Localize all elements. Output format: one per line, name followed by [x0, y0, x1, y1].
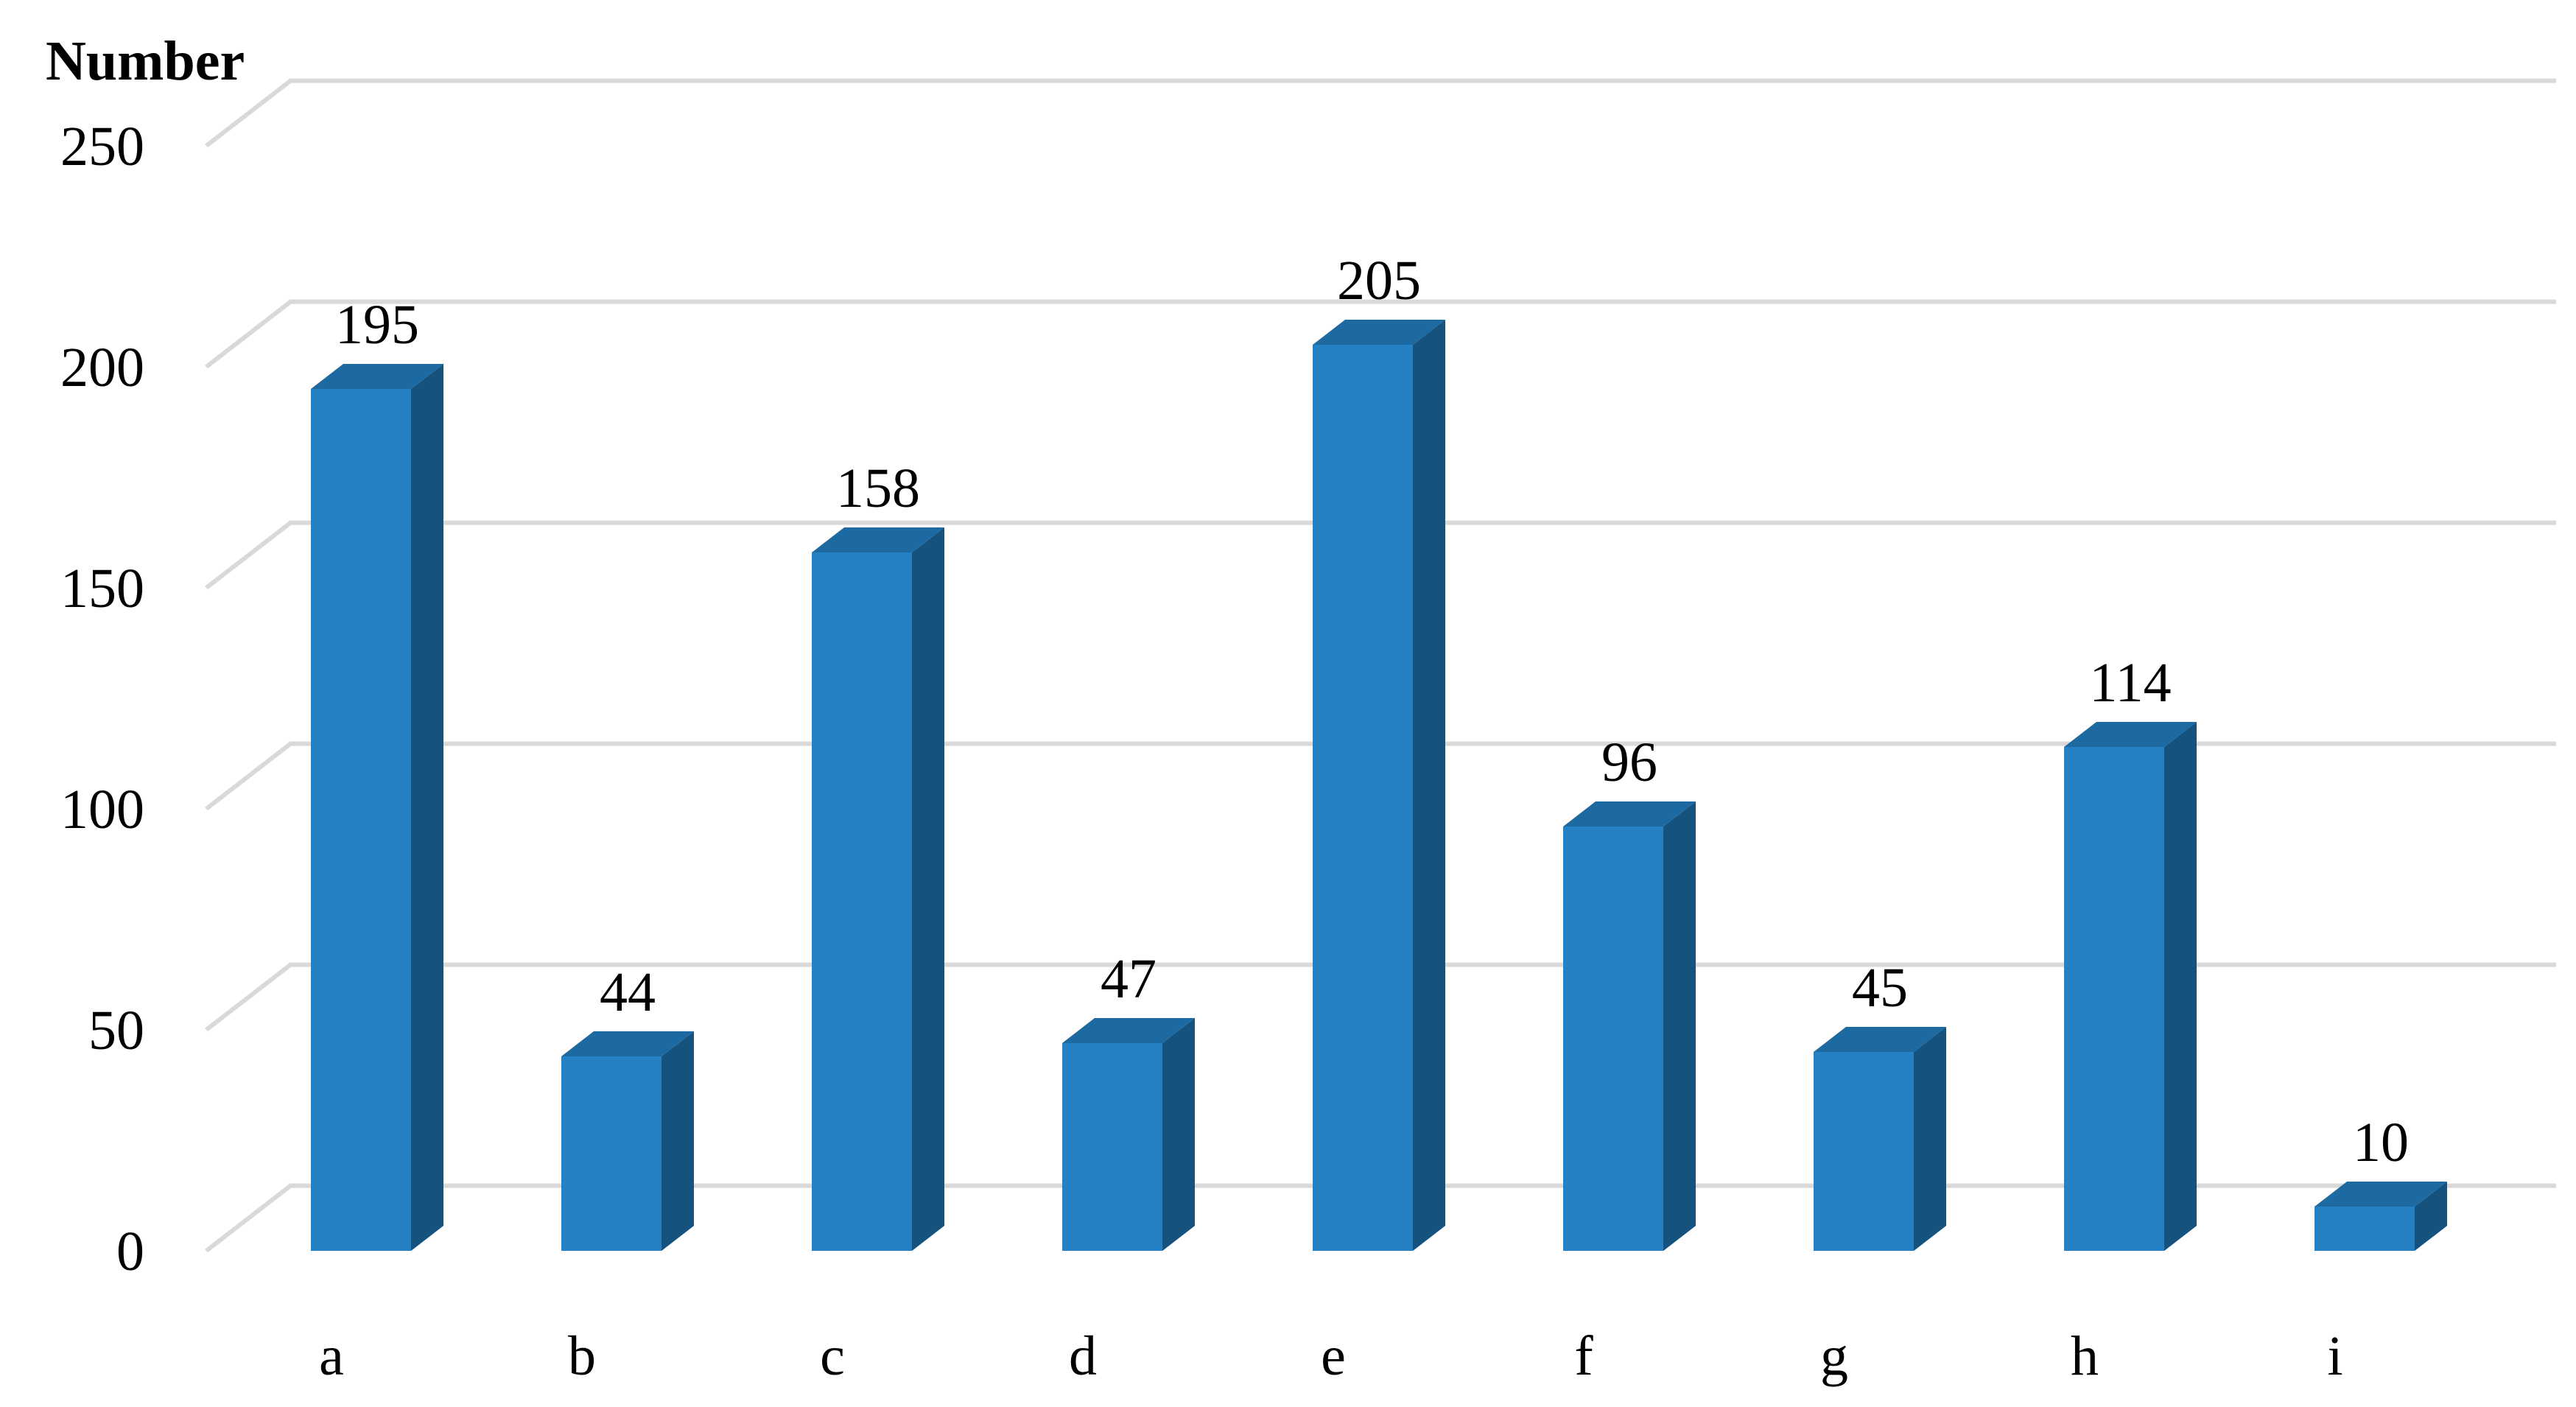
bar-top-face — [1563, 801, 1696, 827]
data-label-e: 205 — [1337, 250, 1421, 312]
gridline-200 — [205, 299, 2556, 369]
bars — [311, 320, 2447, 1251]
gridline-250 — [205, 78, 2556, 148]
bar-top-face — [1313, 320, 1445, 345]
bar-top-face — [311, 364, 443, 389]
data-label-f: 96 — [1601, 731, 1657, 793]
data-label-g: 45 — [1852, 957, 1908, 1019]
bar-side-face — [1413, 320, 1445, 1251]
bar-front-face — [1563, 827, 1663, 1251]
gridline-50 — [205, 962, 2556, 1032]
x-axis-categories: a b c d e f g h i — [319, 1325, 2342, 1387]
bar-a — [311, 364, 443, 1251]
bar-top-face — [561, 1031, 694, 1056]
bar-front-face — [1062, 1043, 1162, 1251]
y-tick-label: 100 — [60, 779, 144, 841]
y-tick-label: 50 — [88, 1000, 144, 1062]
data-label-c: 158 — [836, 457, 920, 519]
category-label-d: d — [1069, 1325, 1097, 1387]
data-label-i: 10 — [2353, 1112, 2409, 1173]
bar-front-face — [1814, 1052, 1914, 1251]
category-label-i: i — [2327, 1325, 2342, 1387]
bar-front-face — [561, 1056, 661, 1251]
category-label-e: e — [1321, 1325, 1346, 1387]
bar-b — [561, 1031, 694, 1251]
category-label-h: h — [2071, 1325, 2099, 1387]
bar-front-face — [2064, 747, 2164, 1251]
bar-top-face — [812, 527, 944, 552]
data-label-a: 195 — [335, 294, 419, 356]
bar-front-face — [311, 389, 411, 1251]
data-label-h: 114 — [2089, 652, 2171, 714]
category-label-b: b — [568, 1325, 596, 1387]
category-label-f: f — [1574, 1325, 1593, 1387]
gridline-100 — [205, 741, 2556, 811]
bar-side-face — [411, 364, 443, 1251]
bar-side-face — [912, 527, 944, 1251]
y-axis-title: Number — [46, 30, 245, 92]
bar-front-face — [812, 552, 912, 1251]
category-label-c: c — [820, 1325, 845, 1387]
bar-front-face — [2314, 1207, 2415, 1251]
bar-side-face — [1914, 1027, 1946, 1251]
bar-h — [2064, 722, 2197, 1251]
bar-side-face — [1162, 1018, 1195, 1251]
bar-top-face — [2314, 1182, 2447, 1207]
bar-e — [1313, 320, 1445, 1251]
bar-side-face — [661, 1031, 694, 1251]
category-label-g: g — [1820, 1325, 1848, 1387]
y-tick-label: 250 — [60, 116, 144, 178]
bar-f — [1563, 801, 1696, 1251]
bar-top-face — [1814, 1027, 1946, 1052]
category-label-a: a — [319, 1325, 344, 1387]
gridline-150 — [205, 520, 2556, 590]
bar-top-face — [1062, 1018, 1195, 1043]
bar-g — [1814, 1027, 1946, 1251]
y-axis-ticks: 0 50 100 150 200 250 — [60, 116, 144, 1283]
bar-front-face — [1313, 345, 1413, 1251]
gridline-0 — [205, 1183, 2556, 1253]
bar-d — [1062, 1018, 1195, 1251]
bar-side-face — [1663, 801, 1696, 1251]
y-tick-label: 150 — [60, 558, 144, 620]
bar-top-face — [2064, 722, 2197, 747]
data-label-b: 44 — [600, 961, 656, 1023]
bar-c — [812, 527, 944, 1251]
y-tick-label: 200 — [60, 337, 144, 399]
bar-side-face — [2164, 722, 2197, 1251]
bar-side-face — [2415, 1182, 2447, 1251]
gridlines — [205, 78, 2556, 1253]
bar-i — [2314, 1182, 2447, 1251]
y-tick-label: 0 — [116, 1221, 144, 1283]
data-label-d: 47 — [1101, 948, 1157, 1010]
data-labels: 195 44 158 47 205 96 45 114 10 — [335, 250, 2409, 1173]
